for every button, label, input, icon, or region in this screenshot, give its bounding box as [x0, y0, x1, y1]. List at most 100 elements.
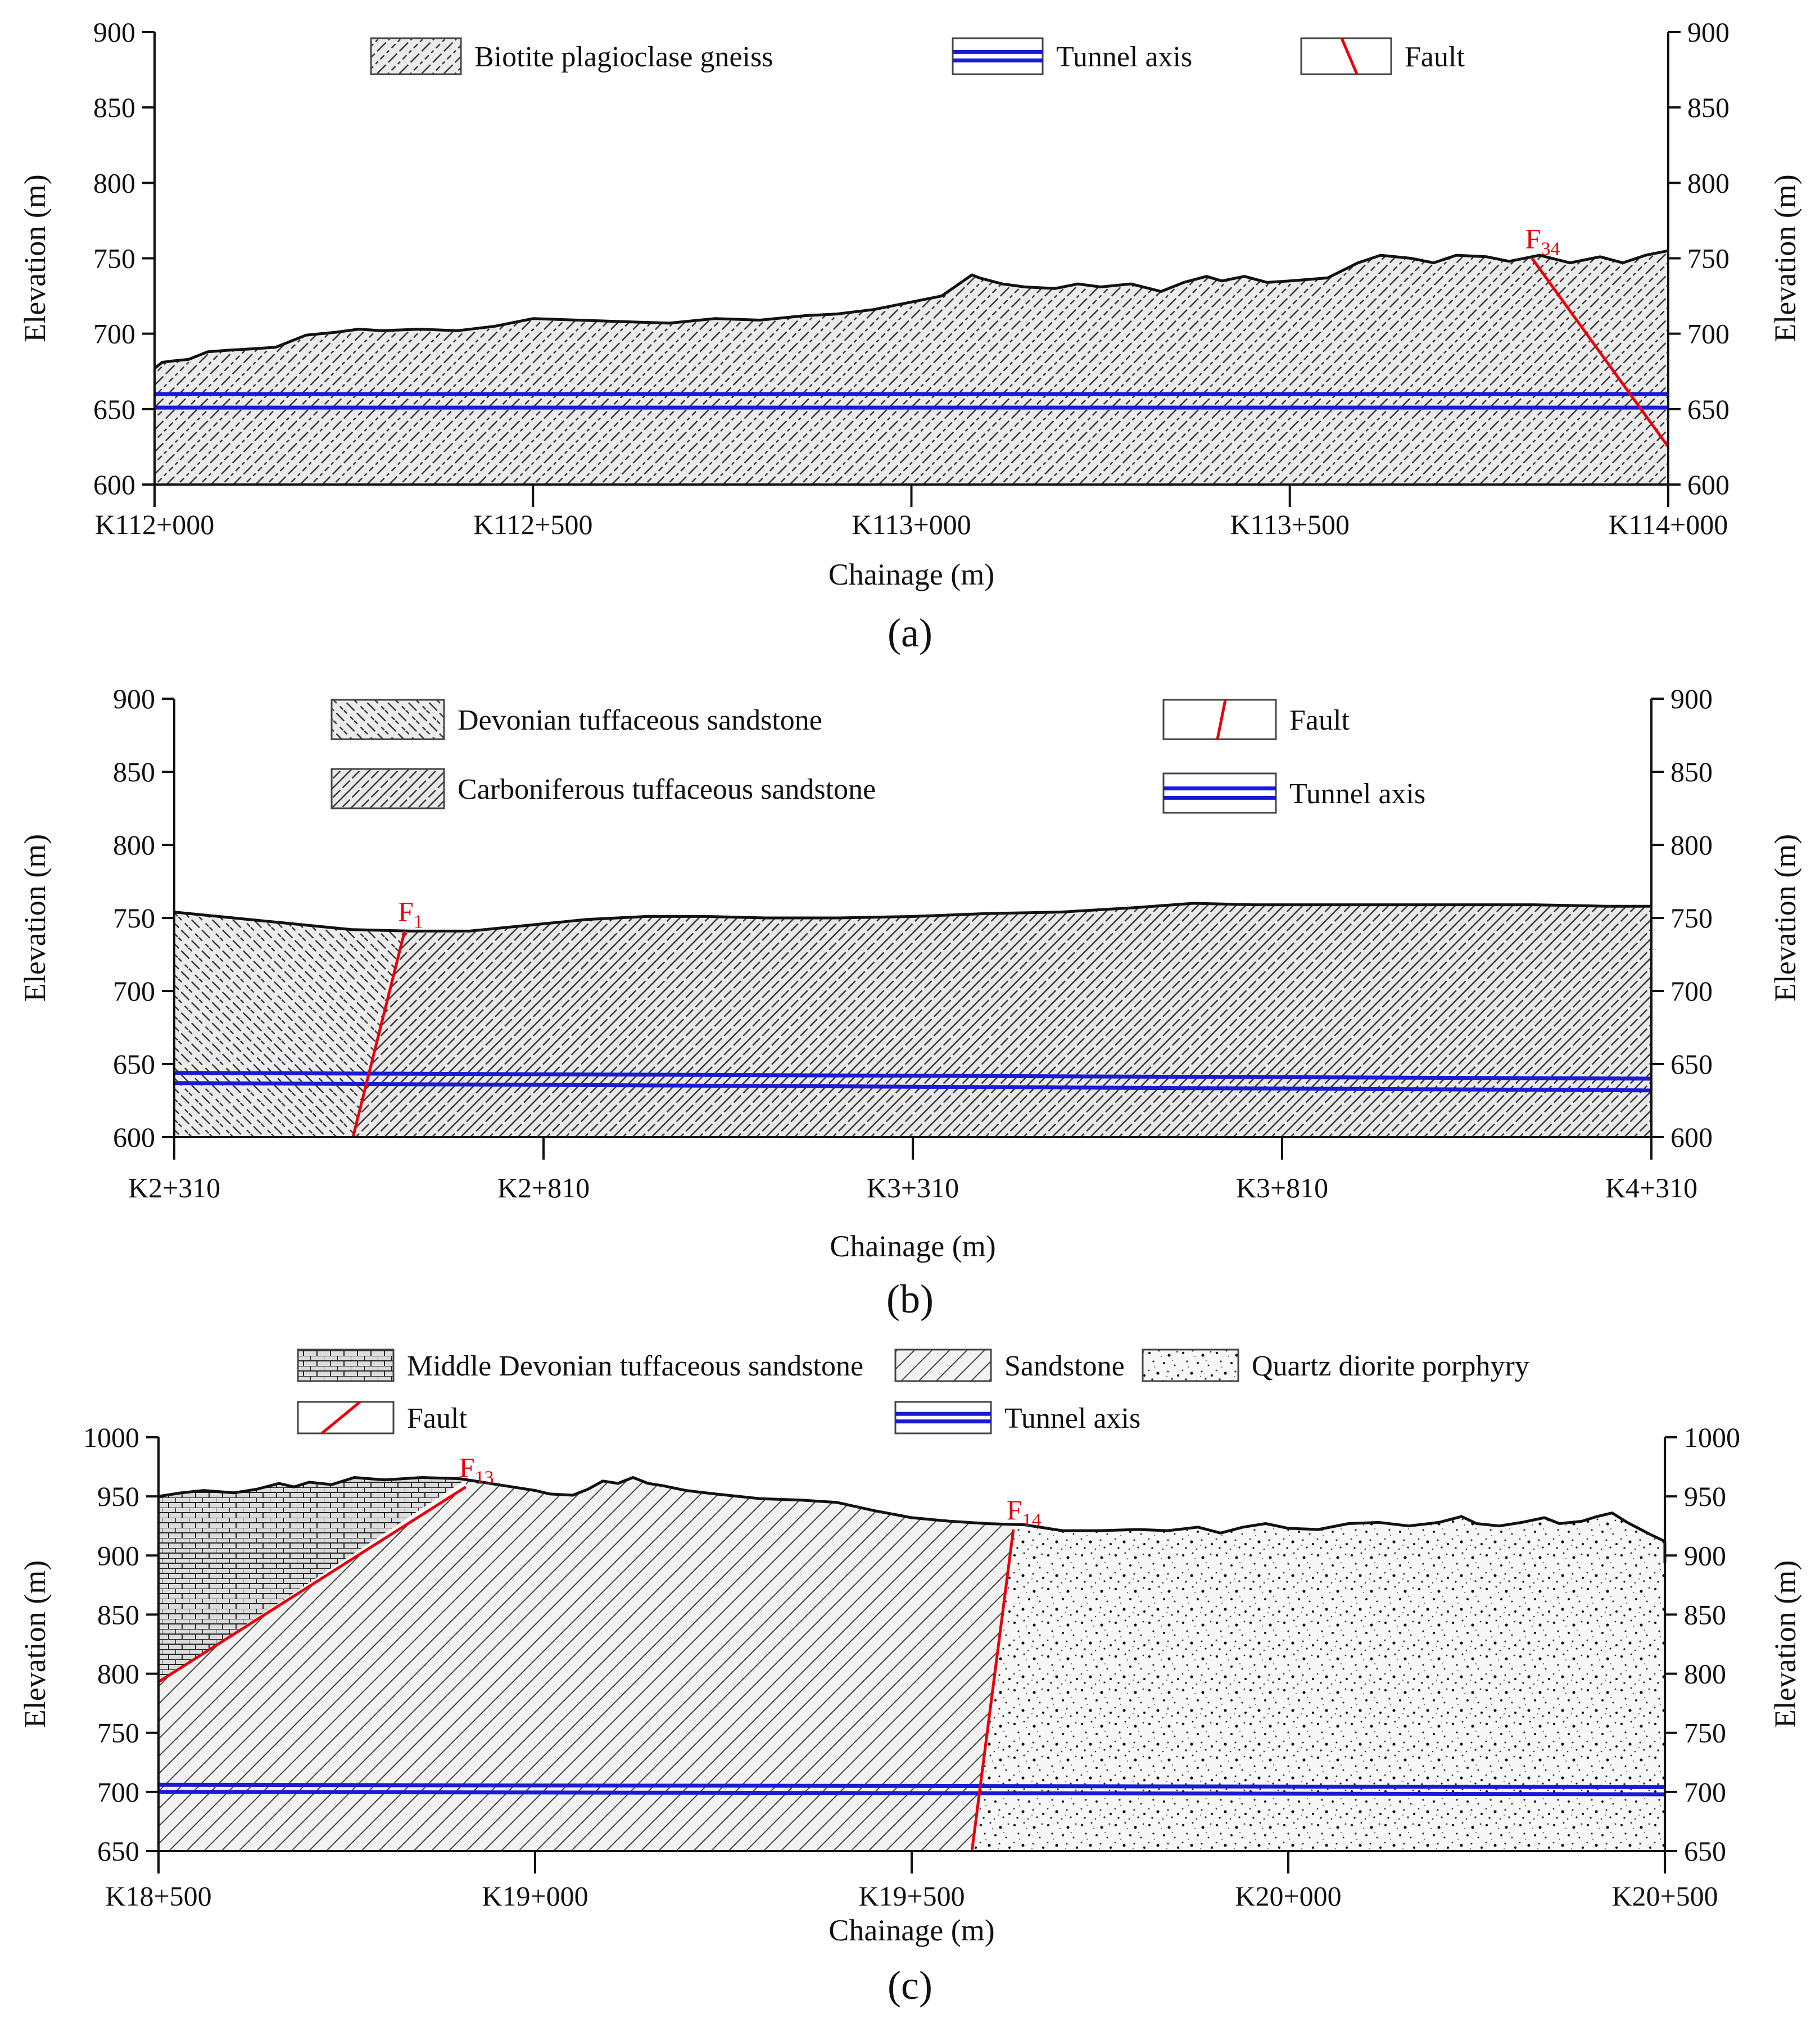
- y-tick-label-right: 700: [1684, 1776, 1726, 1808]
- y-tick-label-left: 700: [93, 318, 135, 350]
- y-tick-label-left: 950: [97, 1481, 139, 1512]
- y-tick-label-right: 650: [1670, 1048, 1713, 1080]
- x-tick-label: K113+500: [1230, 509, 1350, 540]
- legend-fault-line: [1216, 699, 1227, 740]
- y-tick-label-right: 650: [1687, 393, 1730, 425]
- chart-panel-a: F34 600 600 650 650 700 700 750 750 800 800 850 850 9…: [18, 16, 1802, 655]
- fault-label-letter: F: [1525, 223, 1541, 255]
- fault-label-F1: F1: [398, 895, 423, 932]
- y-tick-label-right: 750: [1670, 902, 1713, 934]
- y-tick-label-left: 650: [97, 1835, 139, 1867]
- legend-swatch-middle_devonian: [297, 1348, 395, 1382]
- rock-unit-porphyry: [972, 1513, 1665, 1851]
- legend-label: Tunnel axis: [1056, 41, 1192, 73]
- y-tick-label-left: 600: [113, 1121, 155, 1153]
- tunnel-axis-top-line: [174, 1071, 1652, 1081]
- legend-swatch-carboniferous: [331, 768, 445, 809]
- legend-label: Fault: [1405, 41, 1465, 73]
- legend-swatch-gneiss: [370, 37, 462, 75]
- y-tick-label-right: 750: [1687, 243, 1730, 274]
- y-tick-label-right: 850: [1670, 756, 1713, 788]
- x-tick-label: K113+000: [852, 509, 971, 540]
- legend-label: Sandstone: [1004, 1350, 1125, 1382]
- ground-surface-line: [153, 249, 1669, 370]
- legend-item-tunnel: Tunnel axis: [1162, 772, 1425, 814]
- y-tick-label-left: 650: [93, 393, 135, 425]
- y-tick-label-left: 850: [93, 92, 135, 123]
- y-tick-label-left: 1000: [83, 1422, 139, 1453]
- legend-item-tunnel: Tunnel axis: [952, 37, 1192, 75]
- y-tick-label-left: 650: [113, 1048, 155, 1080]
- y-tick-label-left: 800: [113, 829, 155, 861]
- y-tick-label-right: 900: [1670, 683, 1713, 714]
- y-tick-label-left: 750: [93, 243, 135, 274]
- legend-item-gneiss: Biotite plagioclase gneiss: [370, 37, 773, 75]
- legend-swatch-tunnel: [1162, 772, 1277, 814]
- fault-line-F14: [970, 1529, 1015, 1852]
- x-tick-label: K2+310: [128, 1172, 220, 1203]
- x-tick-label: K20+500: [1611, 1880, 1718, 1912]
- y-tick-label-right: 700: [1687, 318, 1730, 350]
- rock-unit-middle-devonian: [159, 1477, 466, 1682]
- y-tick-label-right: 650: [1684, 1835, 1726, 1867]
- y-tick-label-right: 800: [1670, 829, 1713, 861]
- legend-swatch-porphyry: [1142, 1348, 1239, 1382]
- y-tick-label-right: 800: [1687, 167, 1730, 198]
- y-tick-label-right: 700: [1670, 975, 1713, 1007]
- y-tick-label-right: 1000: [1684, 1422, 1740, 1453]
- chart-panel-b: F1 600 600 650 650 700 700 750 750 800 800 850 850 90…: [18, 683, 1802, 1322]
- x-tick-label: K3+310: [867, 1172, 959, 1203]
- x-tick-label: K19+500: [858, 1880, 965, 1912]
- panel-label: (b): [886, 1277, 934, 1322]
- legend-item-fault: Fault: [1162, 699, 1350, 740]
- ground-surface-line: [158, 1476, 1667, 1564]
- x-tick-label: K112+500: [473, 509, 592, 540]
- y-tick-label-left: 900: [113, 683, 155, 714]
- legend-item-fault: Fault: [1300, 37, 1465, 75]
- fault-label-letter: F: [398, 895, 414, 927]
- legend-item-middle_devonian: Middle Devonian tuffaceous sandstone: [297, 1348, 863, 1382]
- y-axis-title-right: Elevation (m): [1768, 1560, 1802, 1728]
- fault-label-subscript: 1: [414, 911, 423, 932]
- x-tick-label: K3+810: [1236, 1172, 1328, 1203]
- fault-label-letter: F: [459, 1451, 475, 1483]
- legend-label: Devonian tuffaceous sandstone: [458, 704, 822, 736]
- fault-label-subscript: 14: [1022, 1510, 1042, 1531]
- legend-item-tunnel: Tunnel axis: [894, 1401, 1140, 1434]
- legend-swatch-devonian: [331, 699, 445, 740]
- legend-fault-line: [320, 1401, 361, 1434]
- tunnel-axis-bottom-line: [174, 1081, 1652, 1093]
- x-tick-label: K114+000: [1609, 509, 1728, 540]
- x-axis-title: Chainage (m): [828, 558, 994, 591]
- y-tick-label-left: 600: [93, 469, 135, 500]
- legend-swatch-fault: [1300, 37, 1392, 75]
- rock-unit-gneiss: [155, 251, 1668, 485]
- y-tick-label-left: 700: [97, 1776, 139, 1808]
- legend-item-porphyry: Quartz diorite porphyry: [1142, 1348, 1529, 1382]
- y-axis-title-left: Elevation (m): [18, 834, 52, 1002]
- legend-item-fault: Fault: [297, 1401, 467, 1434]
- y-tick-label-right: 900: [1687, 16, 1730, 48]
- fault-label-letter: F: [1007, 1494, 1022, 1526]
- y-tick-label-left: 750: [113, 902, 155, 934]
- y-axis-title-right: Elevation (m): [1768, 174, 1802, 342]
- y-tick-label-right: 850: [1684, 1599, 1726, 1630]
- rock-unit-sandstone: [159, 1477, 1013, 1851]
- panel-label: (a): [888, 610, 932, 655]
- y-axis-title-right: Elevation (m): [1768, 834, 1802, 1002]
- y-tick-label-left: 850: [97, 1599, 139, 1630]
- legend-label: Biotite plagioclase gneiss: [474, 41, 773, 73]
- y-tick-label-left: 900: [97, 1540, 139, 1571]
- tunnel-axis-bottom-line: [158, 1790, 1665, 1796]
- fault-line-F34: [1531, 257, 1670, 448]
- x-tick-label: K19+000: [482, 1880, 588, 1912]
- legend-fault-line: [1340, 38, 1359, 75]
- y-axis-title-left: Elevation (m): [18, 1560, 52, 1728]
- y-tick-label-left: 750: [97, 1717, 139, 1749]
- rock-unit-devonian: [174, 912, 405, 1137]
- legend-label: Carboniferous tuffaceous sandstone: [458, 773, 876, 805]
- y-axis-title-left: Elevation (m): [18, 174, 52, 342]
- fault-line-F13: [157, 1486, 467, 1684]
- panel-label: (c): [888, 1963, 932, 2008]
